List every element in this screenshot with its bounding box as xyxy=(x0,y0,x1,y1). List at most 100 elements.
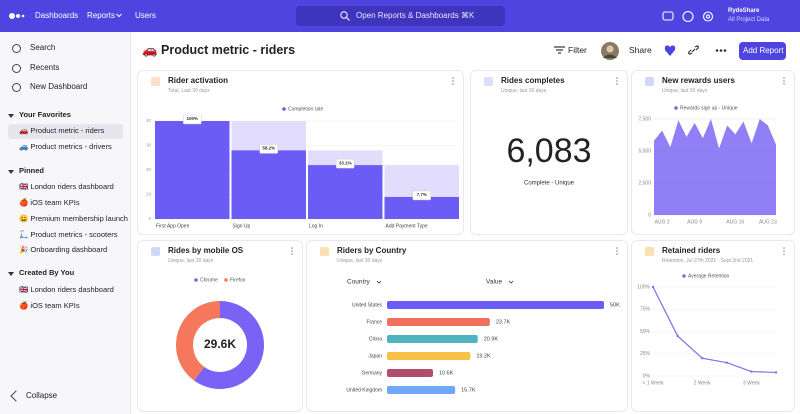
widget-icon xyxy=(645,247,654,256)
logo xyxy=(9,13,25,19)
x-tick-label: 2 Week xyxy=(694,380,711,386)
widget-subtitle: Unique, last 30 days xyxy=(337,258,383,264)
section-title[interactable]: Your Favorites xyxy=(19,110,71,119)
widget-card[interactable]: Rides completes Unique, last 30 days 6,083… xyxy=(470,70,628,235)
y-tick-label: 20 xyxy=(146,167,152,172)
x-tick-label: AUG 2 xyxy=(655,219,670,225)
y-tick-label: 7,500 xyxy=(638,116,651,122)
bar xyxy=(387,335,478,343)
row-label: Germany xyxy=(361,370,382,376)
filter-icon xyxy=(554,46,565,54)
y-tick-label: 30 xyxy=(146,143,152,148)
section-title[interactable]: Created By You xyxy=(19,268,75,277)
widget-icon xyxy=(484,77,493,86)
big-number-label: Complete - Unique xyxy=(524,181,575,187)
widget-card[interactable]: New rewards users Unique, last 30 days 0 2,… xyxy=(631,70,795,235)
add-report-button[interactable]: Add Report xyxy=(739,42,786,60)
donut-segment xyxy=(176,301,220,381)
sidebar-dashboard-link[interactable]: 🛴 Product metrics - scooters xyxy=(19,230,118,239)
donut-center-label: 29.6K xyxy=(204,337,236,351)
menu-dot xyxy=(783,77,785,79)
legend-label: Rewards sign up - Unique xyxy=(680,105,738,111)
row-label: Japan xyxy=(368,353,382,359)
bar xyxy=(387,369,434,377)
menu-dot xyxy=(783,253,785,255)
y-tick-label: 50% xyxy=(640,329,651,335)
project-name[interactable]: RydeShare xyxy=(728,8,760,14)
column-header: Country xyxy=(347,279,371,286)
collapse-button[interactable]: Collapse xyxy=(26,391,58,400)
legend-marker xyxy=(224,278,228,282)
menu-dot xyxy=(291,253,293,255)
widget-canvas: New rewards users Unique, last 30 days 0 2,… xyxy=(638,76,785,225)
point xyxy=(725,361,728,364)
bar xyxy=(384,196,459,219)
value-label: 50K xyxy=(610,302,620,308)
bar xyxy=(231,150,306,219)
sidebar-link[interactable]: Recents xyxy=(30,63,60,72)
widget-canvas: Retained riders Retention, Jul 27th 2021 … xyxy=(637,246,785,386)
menu-dot xyxy=(616,250,618,252)
share-button[interactable]: Share xyxy=(629,45,652,55)
menu-dot xyxy=(452,77,454,79)
sidebar-dashboard-link[interactable]: 😀 Premium membership launch xyxy=(19,214,128,223)
menu-dot xyxy=(616,247,618,249)
y-tick-label: 0 xyxy=(648,212,651,218)
sidebar-link[interactable]: New Dashboard xyxy=(30,82,88,91)
sidebar-dashboard-link[interactable]: 🚙 Product metrics - drivers xyxy=(19,142,112,151)
widget-canvas: Riders by Country Unique, last 30 days Cou… xyxy=(320,246,620,394)
search-box[interactable]: Open Reports & Dashboards ⌘K xyxy=(296,6,505,26)
section-title[interactable]: Pinned xyxy=(19,166,45,175)
add-report-label: Add Report xyxy=(743,46,784,55)
widget-card[interactable]: Rides by mobile OS Unique, last 30 days Ch… xyxy=(137,240,303,412)
sidebar-dashboard-link[interactable]: 🍎 iOS team KPIs xyxy=(19,301,80,310)
legend-marker xyxy=(674,106,678,110)
sidebar-dashboard-link[interactable]: 🎉 Onboarding dashboard xyxy=(19,245,108,254)
nav-link[interactable]: Users xyxy=(135,11,156,20)
widget-card[interactable]: Rider activation Total, Last 30 days 0 10 20… xyxy=(137,70,464,235)
legend-label: Firefox xyxy=(230,277,246,283)
section-chevron xyxy=(8,114,14,118)
point xyxy=(774,371,778,374)
y-tick-label: 10 xyxy=(146,192,152,197)
filter-button[interactable]: Filter xyxy=(568,45,587,55)
selected-highlight xyxy=(8,124,123,139)
nav-link[interactable]: Dashboards xyxy=(35,11,79,20)
x-tick-label: AUG 9 xyxy=(687,219,702,225)
project-scope: All Project Data xyxy=(728,17,770,23)
top-nav: Dashboards Reports Users Open Reports & … xyxy=(0,0,800,32)
sidebar-dashboard-link[interactable]: 🇬🇧 London riders dashboard xyxy=(19,285,114,294)
widget-icon xyxy=(645,77,654,86)
collapse-icon xyxy=(10,390,22,402)
chevron xyxy=(508,280,514,284)
sidebar-icon xyxy=(12,83,21,92)
legend-marker xyxy=(282,107,286,111)
sidebar-link[interactable]: Search xyxy=(30,43,56,52)
nav-link[interactable]: Reports xyxy=(87,11,116,20)
rate-label: 33.1% xyxy=(339,160,352,165)
widget-title: Rider activation xyxy=(168,76,228,85)
x-tick-label: Log In xyxy=(309,223,323,229)
column-header: Value xyxy=(486,279,503,286)
menu-dot xyxy=(783,80,785,82)
legend-marker xyxy=(194,278,198,282)
menu-dot xyxy=(783,247,785,249)
widget-card[interactable]: Riders by Country Unique, last 30 days Cou… xyxy=(306,240,628,412)
sidebar-dashboard-link[interactable]: 🚗 Product metric - riders xyxy=(19,126,105,135)
sidebar-dashboard-link[interactable]: 🇬🇧 London riders dashboard xyxy=(19,182,114,191)
widget-title: Rides completes xyxy=(501,76,565,85)
value-label: 20.9K xyxy=(484,336,499,342)
widget-card[interactable]: Retained riders Retention, Jul 27th 2021 … xyxy=(631,240,795,412)
widget-canvas: Rides by mobile OS Unique, last 30 days Ch… xyxy=(151,246,293,389)
point xyxy=(651,285,655,289)
menu-dot xyxy=(616,80,618,82)
menu-dot xyxy=(291,250,293,252)
legend-label: Completion rate xyxy=(288,106,324,112)
header-icons xyxy=(664,45,727,56)
avatar[interactable] xyxy=(600,41,620,61)
sidebar-dashboard-link[interactable]: 🍎 iOS team KPIs xyxy=(19,198,80,207)
row-label: United States xyxy=(352,302,383,308)
menu-dot xyxy=(291,247,293,249)
widget-subtitle: Total, Last 30 days xyxy=(168,88,210,94)
